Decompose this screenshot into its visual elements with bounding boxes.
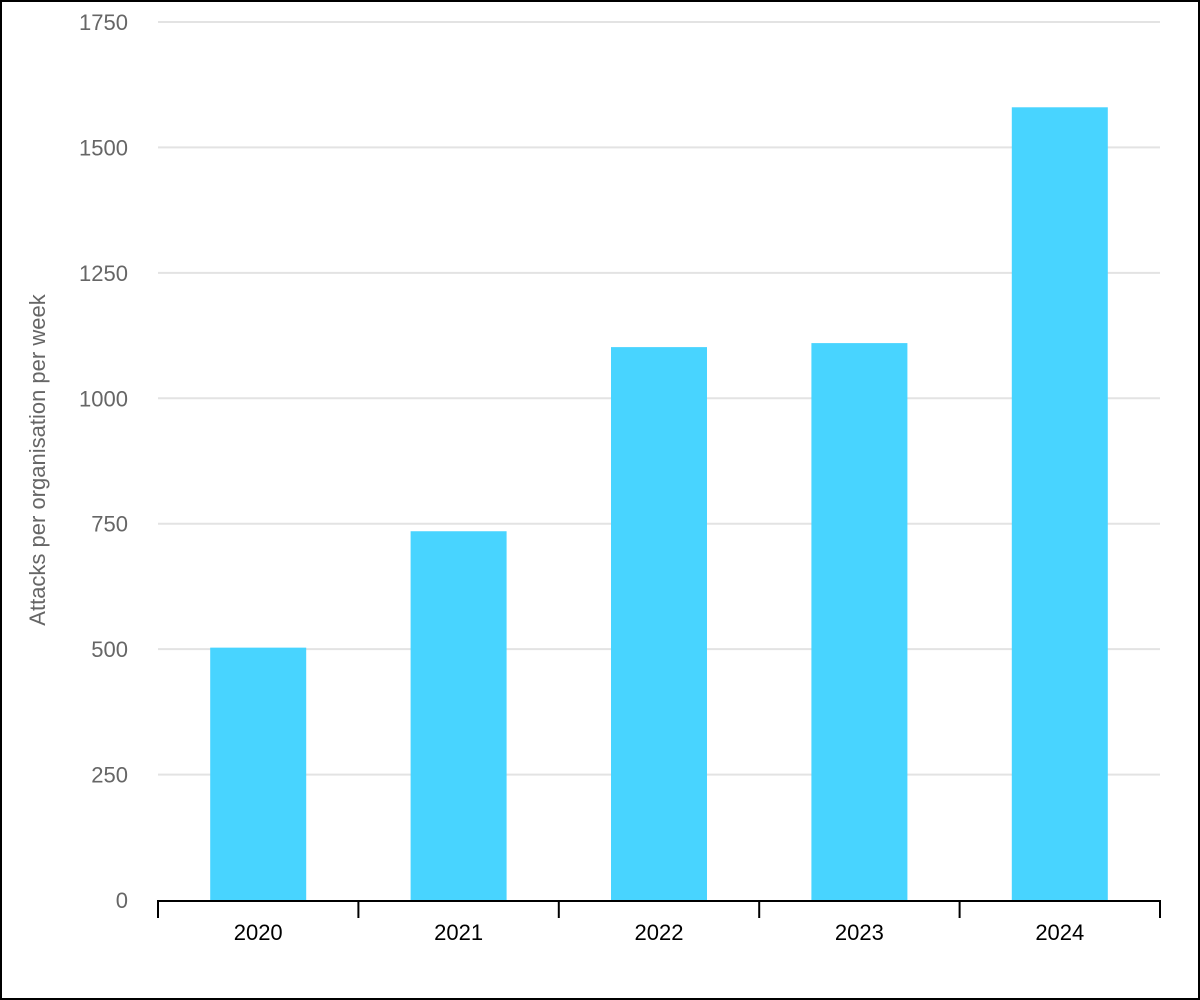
y-tick-label: 1250 bbox=[79, 261, 128, 286]
y-tick-label: 250 bbox=[91, 763, 128, 788]
y-tick-label: 500 bbox=[91, 637, 128, 662]
bar-2020 bbox=[210, 647, 307, 900]
x-tick-label: 2021 bbox=[434, 920, 483, 945]
x-tick-label: 2022 bbox=[635, 920, 684, 945]
bar-2022 bbox=[611, 347, 707, 901]
y-tick-label: 1500 bbox=[79, 135, 128, 160]
bars bbox=[210, 107, 1108, 901]
x-axis bbox=[157, 900, 1161, 918]
bar-2023 bbox=[811, 343, 908, 900]
y-tick-label: 1750 bbox=[79, 10, 128, 35]
y-tick-label: 750 bbox=[91, 512, 128, 537]
x-tick-label: 2024 bbox=[1035, 920, 1084, 945]
y-tick-label: 1000 bbox=[79, 386, 128, 411]
y-tick-label: 0 bbox=[116, 888, 128, 913]
bar-2021 bbox=[410, 531, 507, 900]
y-axis-ticks: 0 250 500 750 1000 1250 1500 1750 bbox=[79, 10, 128, 913]
x-axis-ticks: 2020 2021 2022 2023 2024 bbox=[234, 920, 1085, 945]
x-tick-label: 2023 bbox=[835, 920, 884, 945]
x-tick-label: 2020 bbox=[234, 920, 283, 945]
gridlines bbox=[158, 21, 1160, 776]
bar-2024 bbox=[1011, 107, 1108, 900]
